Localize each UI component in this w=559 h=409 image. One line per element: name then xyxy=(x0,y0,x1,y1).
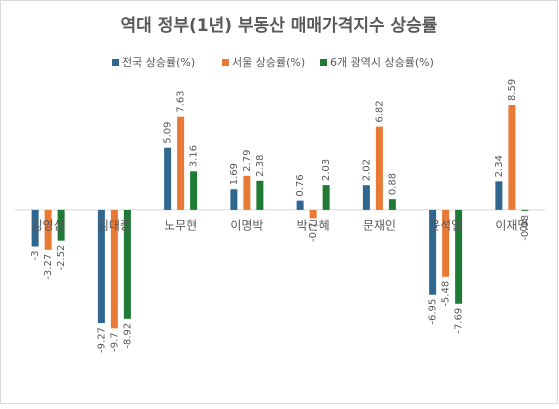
bar xyxy=(230,189,238,210)
bar xyxy=(110,209,118,329)
bar xyxy=(190,171,198,210)
legend-label: 서울 상승률(%) xyxy=(232,56,305,69)
x-tick-label: 김대중 xyxy=(98,219,131,233)
bar xyxy=(455,209,463,304)
bar xyxy=(442,209,450,277)
x-tick-label: 박근혜 xyxy=(297,219,330,233)
value-label: 3.16 xyxy=(189,145,200,167)
value-label: 2.79 xyxy=(242,150,253,172)
bar xyxy=(495,181,503,210)
value-label: 2.02 xyxy=(361,159,372,181)
legend-swatch xyxy=(112,59,119,66)
bar xyxy=(322,185,330,210)
x-tick-label: 윤석열 xyxy=(429,219,462,233)
value-label: -5.48 xyxy=(441,281,452,307)
bar xyxy=(177,116,185,210)
value-label: 8.59 xyxy=(507,79,518,101)
bar xyxy=(44,209,52,250)
value-label: 7.63 xyxy=(176,90,187,112)
value-label: 0.76 xyxy=(295,174,306,196)
value-label: -6.95 xyxy=(428,299,439,325)
bar xyxy=(296,200,304,210)
value-label: -3 xyxy=(30,251,41,261)
bar xyxy=(388,199,396,210)
bar xyxy=(521,209,529,211)
bar xyxy=(362,185,370,210)
bar xyxy=(243,175,251,210)
value-label: 5.09 xyxy=(163,121,174,143)
value-label: 1.69 xyxy=(229,163,240,185)
value-label: -7.69 xyxy=(454,308,465,334)
bar xyxy=(375,126,383,210)
value-label: 2.03 xyxy=(321,159,332,181)
legend-swatch xyxy=(222,59,229,66)
bar xyxy=(164,147,172,210)
bar xyxy=(123,209,131,319)
value-label: 2.38 xyxy=(255,155,266,177)
bar xyxy=(256,180,264,210)
value-label: 6.82 xyxy=(374,100,385,122)
bar xyxy=(57,209,65,241)
value-label: 2.34 xyxy=(494,155,505,177)
bar xyxy=(97,209,105,324)
x-tick-label: 이명박 xyxy=(230,219,263,233)
value-label: -9.7 xyxy=(109,332,120,352)
x-tick-label: 김영삼 xyxy=(32,219,65,233)
bar xyxy=(508,105,516,210)
chart-title: 역대 정부(1년) 부동산 매매가격지수 상승률 xyxy=(121,16,438,36)
value-label: -2.52 xyxy=(56,245,67,271)
x-tick-label: 이재명 xyxy=(495,219,528,233)
legend-label: 6개 광역시 상승률(%) xyxy=(330,56,434,69)
bar xyxy=(31,209,39,247)
legend-label: 전국 상승률(%) xyxy=(122,56,195,69)
bar xyxy=(429,209,437,295)
value-label: 0.88 xyxy=(387,173,398,195)
legend-swatch xyxy=(320,59,327,66)
x-tick-label: 노무현 xyxy=(164,219,197,233)
bar xyxy=(309,209,317,219)
x-tick-label: 문재인 xyxy=(363,219,396,233)
value-label: -0.7 xyxy=(308,222,319,242)
value-label: -9.27 xyxy=(96,327,107,353)
value-label: -3.27 xyxy=(43,254,54,280)
value-label: -0.08 xyxy=(520,215,531,241)
value-label: -8.92 xyxy=(122,323,133,349)
